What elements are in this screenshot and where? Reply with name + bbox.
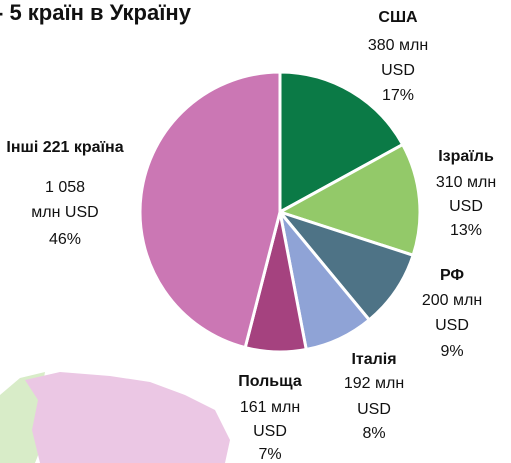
pie-slice <box>276 142 422 258</box>
map-decoration <box>25 372 230 463</box>
value-label: 17% <box>382 87 414 104</box>
value-label: 8% <box>362 425 385 442</box>
chart-title: - 5 країн в Україну <box>0 0 192 25</box>
amount-label: USD <box>381 62 415 79</box>
amount-label: 161 млн <box>240 399 300 416</box>
value-label: 46% <box>49 231 81 248</box>
value-label: 13% <box>450 222 482 239</box>
pie-slice <box>278 70 405 215</box>
slice-name: Італія <box>351 351 396 368</box>
amount-label: USD <box>449 198 483 215</box>
amount-label: 192 млн <box>344 375 404 392</box>
amount-label: USD <box>253 423 287 440</box>
amount-label: млн USD <box>31 204 98 221</box>
amount-label: USD <box>357 401 391 418</box>
amount-label: 310 млн <box>436 174 496 191</box>
amount-label: 380 млн <box>368 37 428 54</box>
amount-label: USD <box>435 317 469 334</box>
slice-name: Ізраїль <box>438 148 494 165</box>
amount-label: 200 млн <box>422 292 482 309</box>
value-label: 9% <box>440 343 463 360</box>
slice-name: РФ <box>440 267 464 284</box>
pie-slice <box>275 208 416 322</box>
value-label: 7% <box>258 446 281 463</box>
slice-name: Інші 221 країна <box>6 139 123 156</box>
slice-name: Польща <box>238 373 302 390</box>
pie-slice <box>138 70 282 350</box>
slice-name: США <box>378 9 418 26</box>
amount-label: 1 058 <box>45 179 85 196</box>
